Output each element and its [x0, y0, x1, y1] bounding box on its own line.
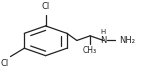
Text: H: H	[101, 29, 106, 35]
Text: Cl: Cl	[41, 2, 50, 11]
Text: NH₂: NH₂	[119, 36, 135, 45]
Text: CH₃: CH₃	[83, 46, 97, 55]
Text: N: N	[100, 36, 107, 45]
Text: Cl: Cl	[0, 59, 8, 68]
